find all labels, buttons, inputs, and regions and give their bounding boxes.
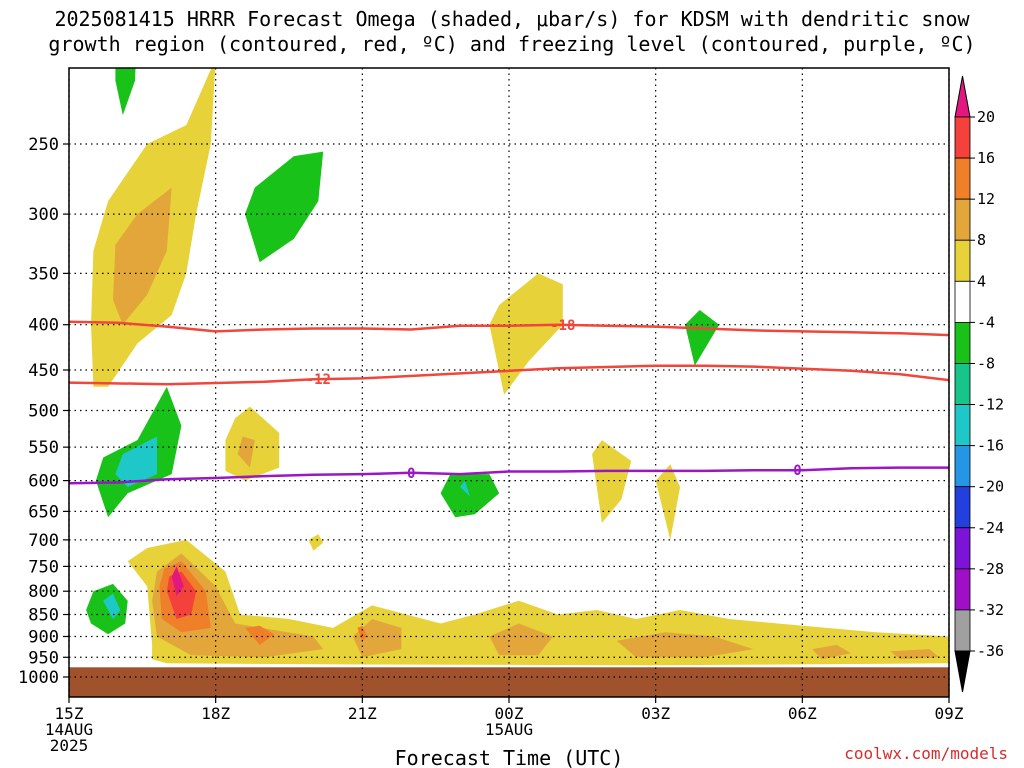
y-tick-label: 300	[28, 205, 59, 225]
omega-region-17	[127, 539, 949, 666]
y-tick-label: 700	[28, 531, 59, 551]
omega-region-5	[685, 310, 720, 366]
y-tick-label: 550	[28, 438, 59, 458]
contour-label: 0	[407, 466, 415, 482]
x-tick-label: 21Z	[348, 704, 377, 723]
x-tick-label: 15AUG	[485, 720, 533, 739]
omega-region-19	[352, 619, 402, 658]
omega-region-13	[655, 464, 681, 540]
y-tick-label: 350	[28, 264, 59, 284]
y-tick-label: 850	[28, 606, 59, 626]
omega-region-4	[489, 273, 563, 395]
y-tick-label: 750	[28, 557, 59, 577]
y-tick-label: 600	[28, 472, 59, 492]
contour-label: -18	[550, 318, 575, 334]
omega-region-28	[171, 566, 184, 596]
contour-label: 0	[793, 463, 801, 479]
chart-title-line-1: 2025081415 HRRR Forecast Omega (shaded, …	[54, 7, 970, 31]
contour-line-0	[69, 320, 949, 337]
colorbar-tick-label: 16	[977, 149, 995, 167]
omega-region-15	[86, 583, 128, 635]
colorbar-tick-label: -4	[977, 313, 995, 331]
colorbar-tick-label: 12	[977, 190, 995, 208]
omega-region-7	[115, 436, 157, 487]
colorbar-tick-label: -16	[977, 437, 1004, 455]
omega-region-3	[245, 151, 324, 263]
omega-region-25	[245, 625, 275, 645]
x-tick-label: 15Z	[55, 704, 84, 723]
colorbar-bottom-triangle	[954, 650, 971, 693]
omega-region-23	[890, 649, 940, 660]
omega-region-21	[616, 632, 754, 658]
colorbar-top-triangle	[954, 75, 971, 118]
temperature-contours: -18 -12 0 0	[69, 318, 949, 485]
contour-label: -12	[306, 372, 331, 388]
omega-region-9	[237, 436, 255, 468]
omega-shading	[86, 68, 949, 666]
y-tick-label: 1000	[18, 668, 59, 688]
y-tick-label: 500	[28, 402, 59, 422]
colorbar-tick-label: -12	[977, 396, 1004, 414]
colorbar-tick-label: -20	[977, 478, 1004, 496]
colorbar-segment	[954, 404, 971, 447]
y-axis: 2503003504004505005506006507007508008509…	[18, 135, 69, 688]
colorbar-tick-label: -8	[977, 354, 995, 372]
x-tick-label: 06Z	[788, 704, 817, 723]
colorbar-segment	[954, 445, 971, 488]
omega-region-26	[357, 625, 368, 641]
y-tick-label: 450	[28, 361, 59, 381]
colorbar-tick-label: 20	[977, 108, 995, 126]
omega-region-2	[113, 187, 172, 325]
colorbar-segment	[954, 198, 971, 241]
colorbar-segment	[954, 280, 971, 323]
y-tick-label: 400	[28, 316, 59, 336]
colorbar-legend: 20 16 12 8 4 -4 -8 -12 -16 -20 -24 -28 -32 -36	[954, 75, 1004, 693]
chart-title-line-2: growth region (contoured, red, ºC) and f…	[48, 32, 976, 56]
y-tick-label: 800	[28, 582, 59, 602]
colorbar-tick-label: -28	[977, 560, 1004, 578]
colorbar-tick-label: 8	[977, 231, 986, 249]
x-tick-label: 18Z	[201, 704, 230, 723]
omega-region-14	[308, 534, 324, 551]
ground-fill	[69, 667, 949, 697]
colorbar-tick-label: -36	[977, 642, 1004, 660]
y-tick-label: 250	[28, 135, 59, 155]
x-tick-label: 00Z	[495, 704, 524, 723]
x-tick-label: 09Z	[935, 704, 964, 723]
attribution-link[interactable]: coolwx.com/models	[844, 744, 1008, 763]
colorbar-segment	[954, 363, 971, 405]
colorbar-segment	[954, 321, 971, 364]
omega-region-10	[440, 474, 500, 518]
x-tick-label: 2025	[50, 736, 89, 755]
y-tick-label: 900	[28, 627, 59, 647]
contour-line-2	[69, 466, 949, 485]
x-tick-label: 14AUG	[45, 720, 93, 739]
colorbar-segment	[954, 568, 971, 611]
colorbar-tick-label: -24	[977, 519, 1004, 537]
omega-region-12	[592, 440, 632, 523]
omega-region-16	[103, 593, 121, 619]
colorbar-tick-label: -32	[977, 601, 1004, 619]
x-tick-label: 03Z	[641, 704, 670, 723]
colorbar-segment	[954, 239, 971, 282]
colorbar-tick-label: 4	[977, 272, 986, 290]
omega-region-0	[115, 68, 136, 116]
omega-region-22	[812, 644, 852, 660]
colorbar-segment	[954, 157, 971, 200]
y-tick-label: 650	[28, 502, 59, 522]
omega-region-20	[489, 623, 553, 656]
colorbar-segment	[954, 486, 971, 529]
colorbar-segment	[954, 527, 971, 570]
y-tick-label: 950	[28, 648, 59, 668]
x-axis-label: Forecast Time (UTC)	[395, 746, 624, 768]
colorbar-segment	[954, 609, 971, 652]
colorbar-segment	[954, 116, 971, 159]
omega-region-11	[460, 480, 470, 497]
contour-line-1	[69, 364, 949, 386]
